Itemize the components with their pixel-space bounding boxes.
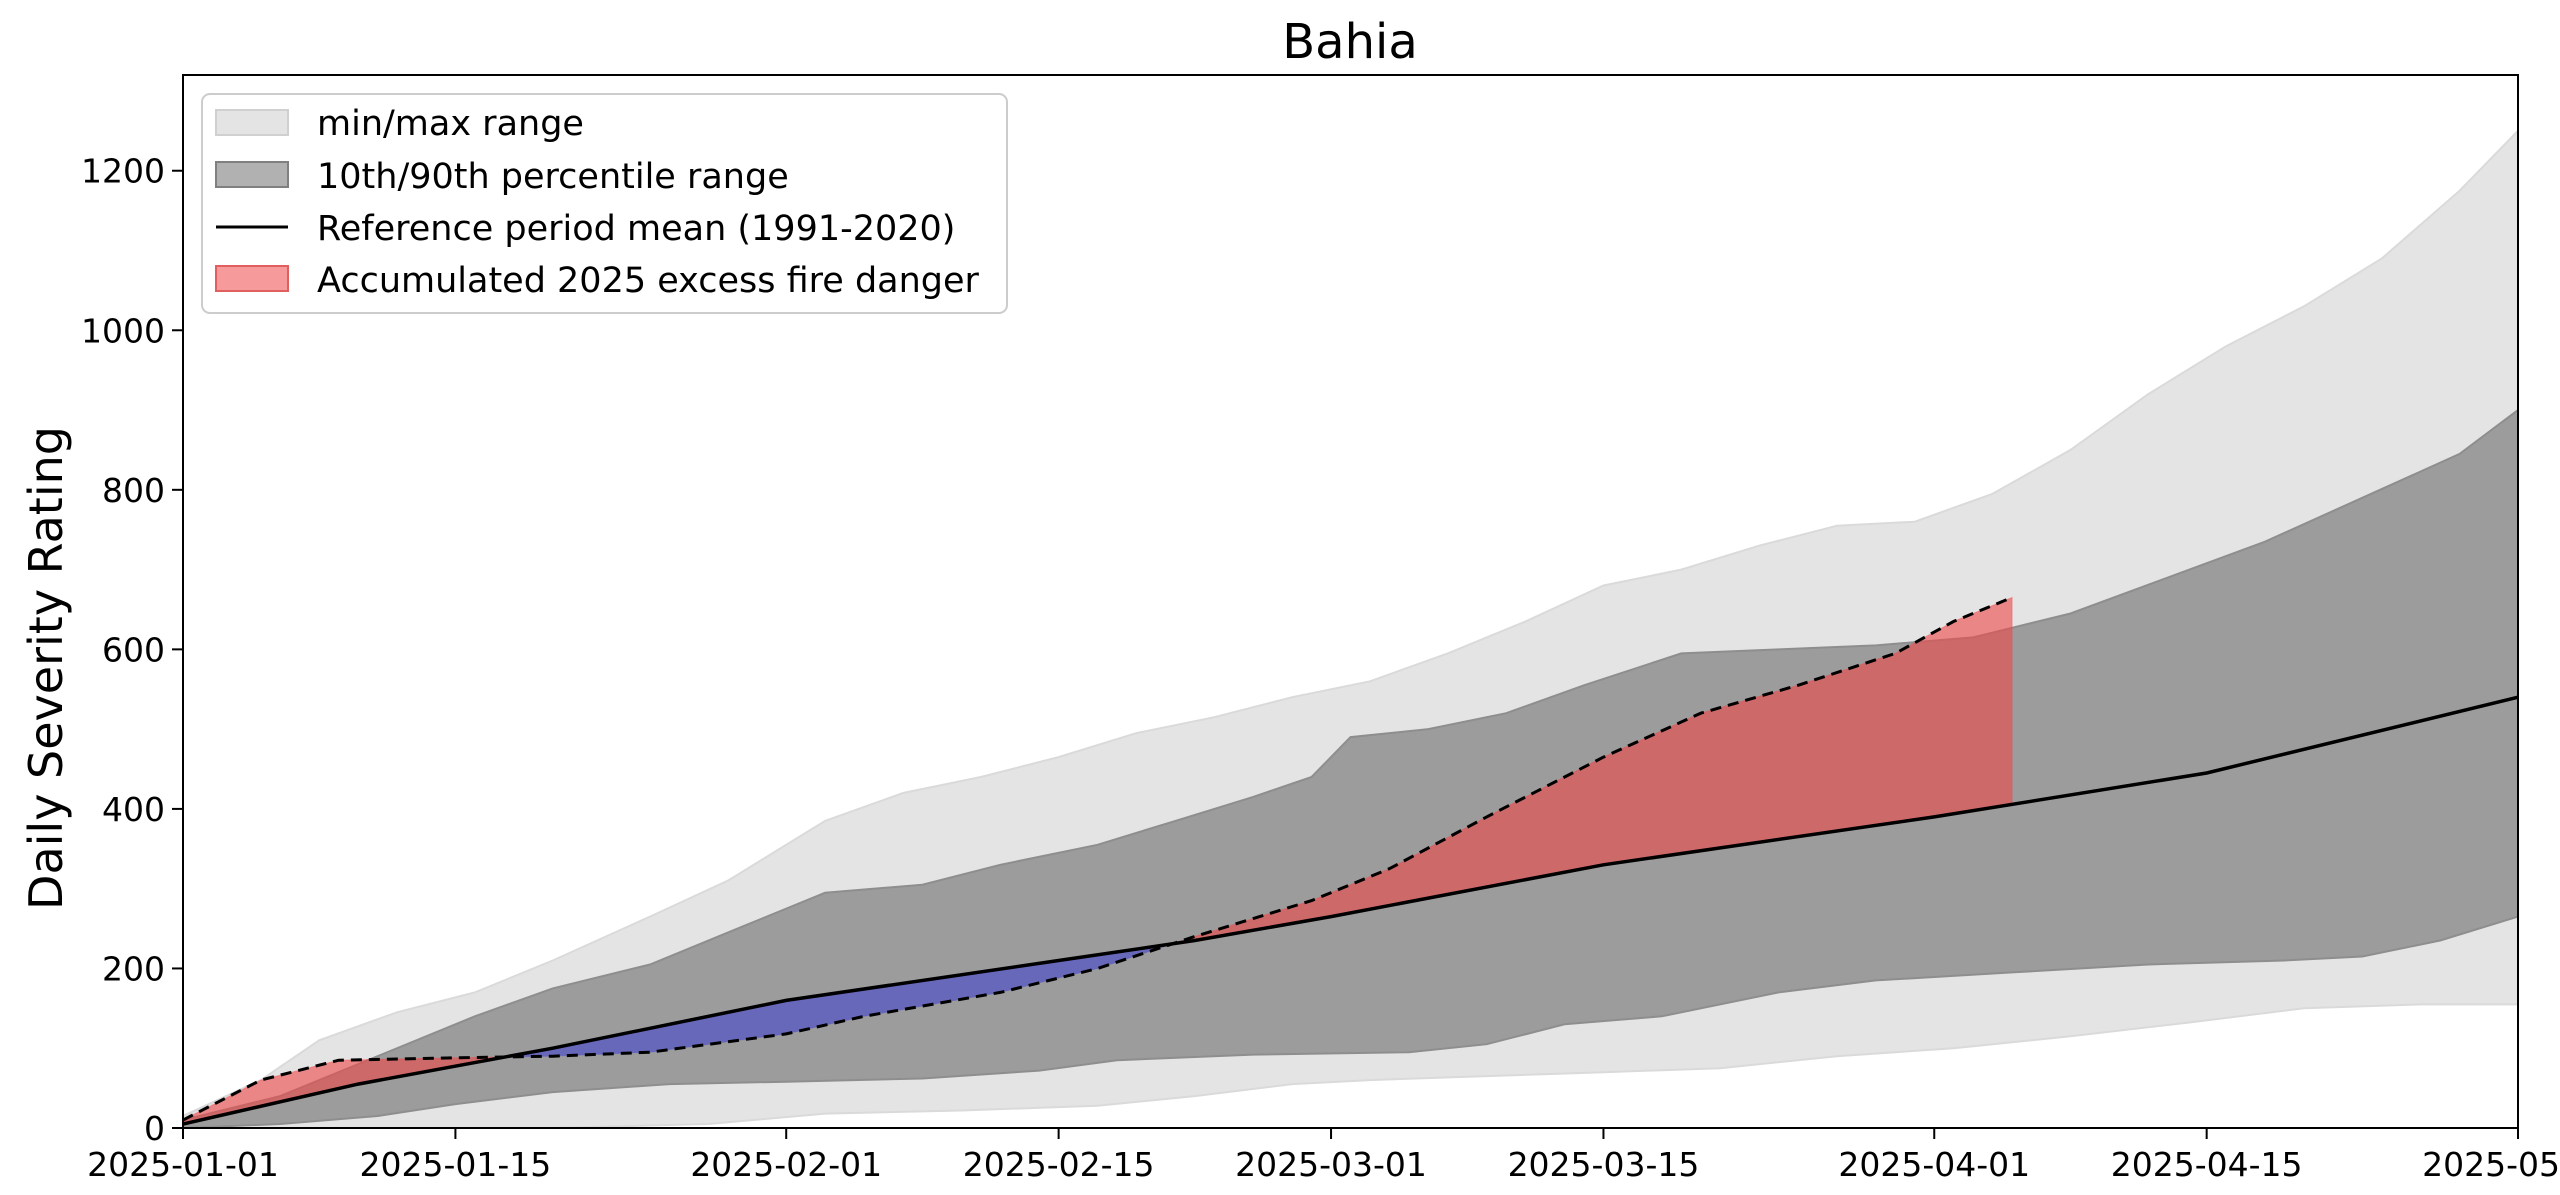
y-axis-title: Daily Severity Rating — [19, 426, 73, 910]
y-tick-label: 0 — [144, 1109, 165, 1148]
x-tick-label: 2025-02-01 — [690, 1145, 882, 1184]
axes: 2025-01-01 2025-01-15 2025-02-01 2025-02-15… — [81, 74, 2560, 1184]
plot-area — [183, 129, 2518, 1128]
chart-title: Bahia — [1282, 14, 1418, 70]
y-tick-label: 200 — [102, 949, 165, 988]
x-tick-label: 2025-05-01 — [2422, 1145, 2560, 1184]
plot-frame — [182, 74, 2519, 1129]
legend-swatch-minmax — [215, 109, 289, 136]
legend-label-mean: Reference period mean (1991-2020) — [317, 209, 955, 249]
x-tick-label: 2025-04-01 — [1838, 1145, 2030, 1184]
current-year-line — [183, 596, 2013, 1122]
x-tick-label: 2025-03-01 — [1235, 1145, 1427, 1184]
legend: min/max range 10th/90th percentile range… — [201, 93, 1008, 314]
y-tick-label: 600 — [102, 630, 165, 669]
legend-swatch-excess — [215, 265, 289, 292]
legend-label-minmax: min/max range — [317, 104, 584, 144]
legend-box — [201, 93, 1008, 314]
x-tick-label: 2025-01-15 — [360, 1145, 552, 1184]
y-tick-label: 1200 — [81, 152, 165, 191]
legend-swatch-percentile — [215, 161, 289, 188]
plot-content — [183, 129, 2518, 1128]
x-tick-label: 2025-02-15 — [963, 1145, 1155, 1184]
x-tick-label: 2025-04-15 — [2111, 1145, 2303, 1184]
x-tick-label: 2025-01-01 — [87, 1145, 279, 1184]
legend-label-percentile: 10th/90th percentile range — [317, 157, 789, 197]
y-tick-label: 400 — [102, 790, 165, 829]
y-tick-label: 800 — [102, 471, 165, 510]
y-tick-label: 1000 — [81, 311, 165, 350]
reference-mean-line — [183, 695, 2518, 1126]
legend-label-excess: Accumulated 2025 excess fire danger — [317, 261, 980, 301]
x-tick-label: 2025-03-15 — [1508, 1145, 1700, 1184]
percentile-range-band — [183, 408, 2518, 1128]
